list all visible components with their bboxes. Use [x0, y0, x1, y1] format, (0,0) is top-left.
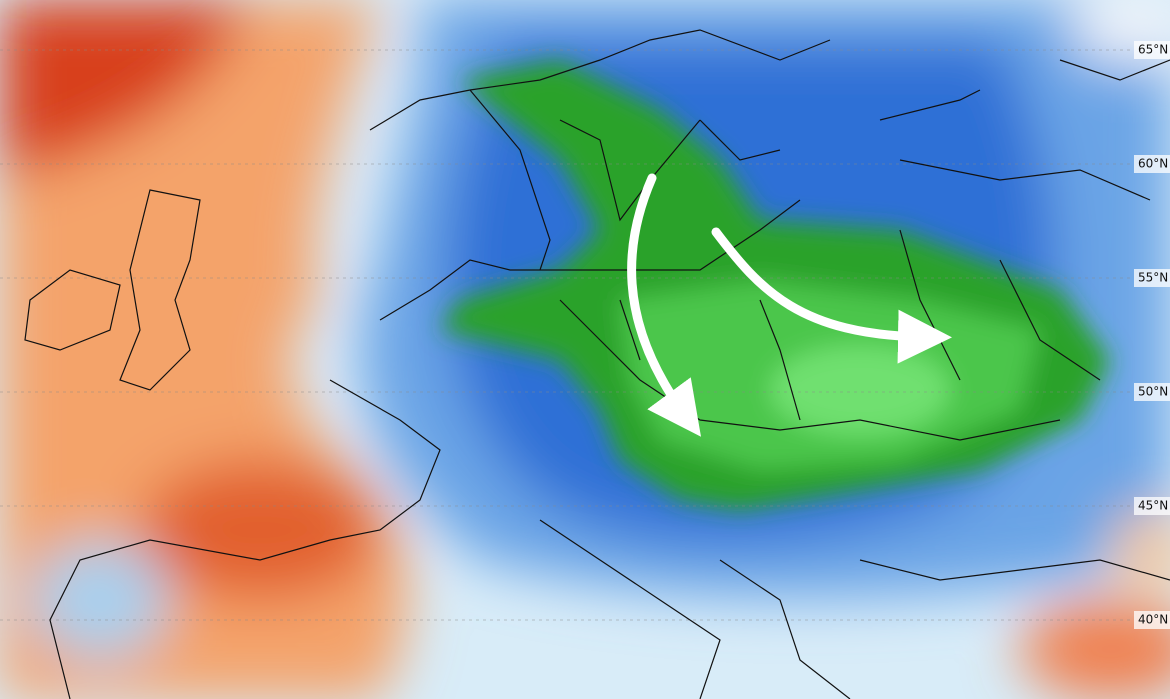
coastlines [24, 29, 1170, 699]
latitude-label: 55°N [1138, 271, 1168, 285]
latitude-label: 60°N [1138, 157, 1168, 171]
latitude-label: 45°N [1138, 499, 1168, 513]
label-background [1134, 383, 1170, 401]
green-area [440, 60, 1110, 510]
latitude-labels: 65°N 60°N 55°N 50°N 45°N 40°N [1134, 41, 1170, 629]
arrow [627, 173, 702, 437]
latitude-label: 50°N [1138, 385, 1168, 399]
arrow [711, 227, 952, 364]
flow-arrows [627, 173, 952, 437]
latitude-label: 40°N [1138, 613, 1168, 627]
label-background [1134, 497, 1170, 515]
latitude-label: 65°N [1138, 43, 1168, 57]
label-background [1134, 269, 1170, 287]
label-background [1134, 41, 1170, 59]
label-background [1134, 155, 1170, 173]
label-background [1134, 611, 1170, 629]
